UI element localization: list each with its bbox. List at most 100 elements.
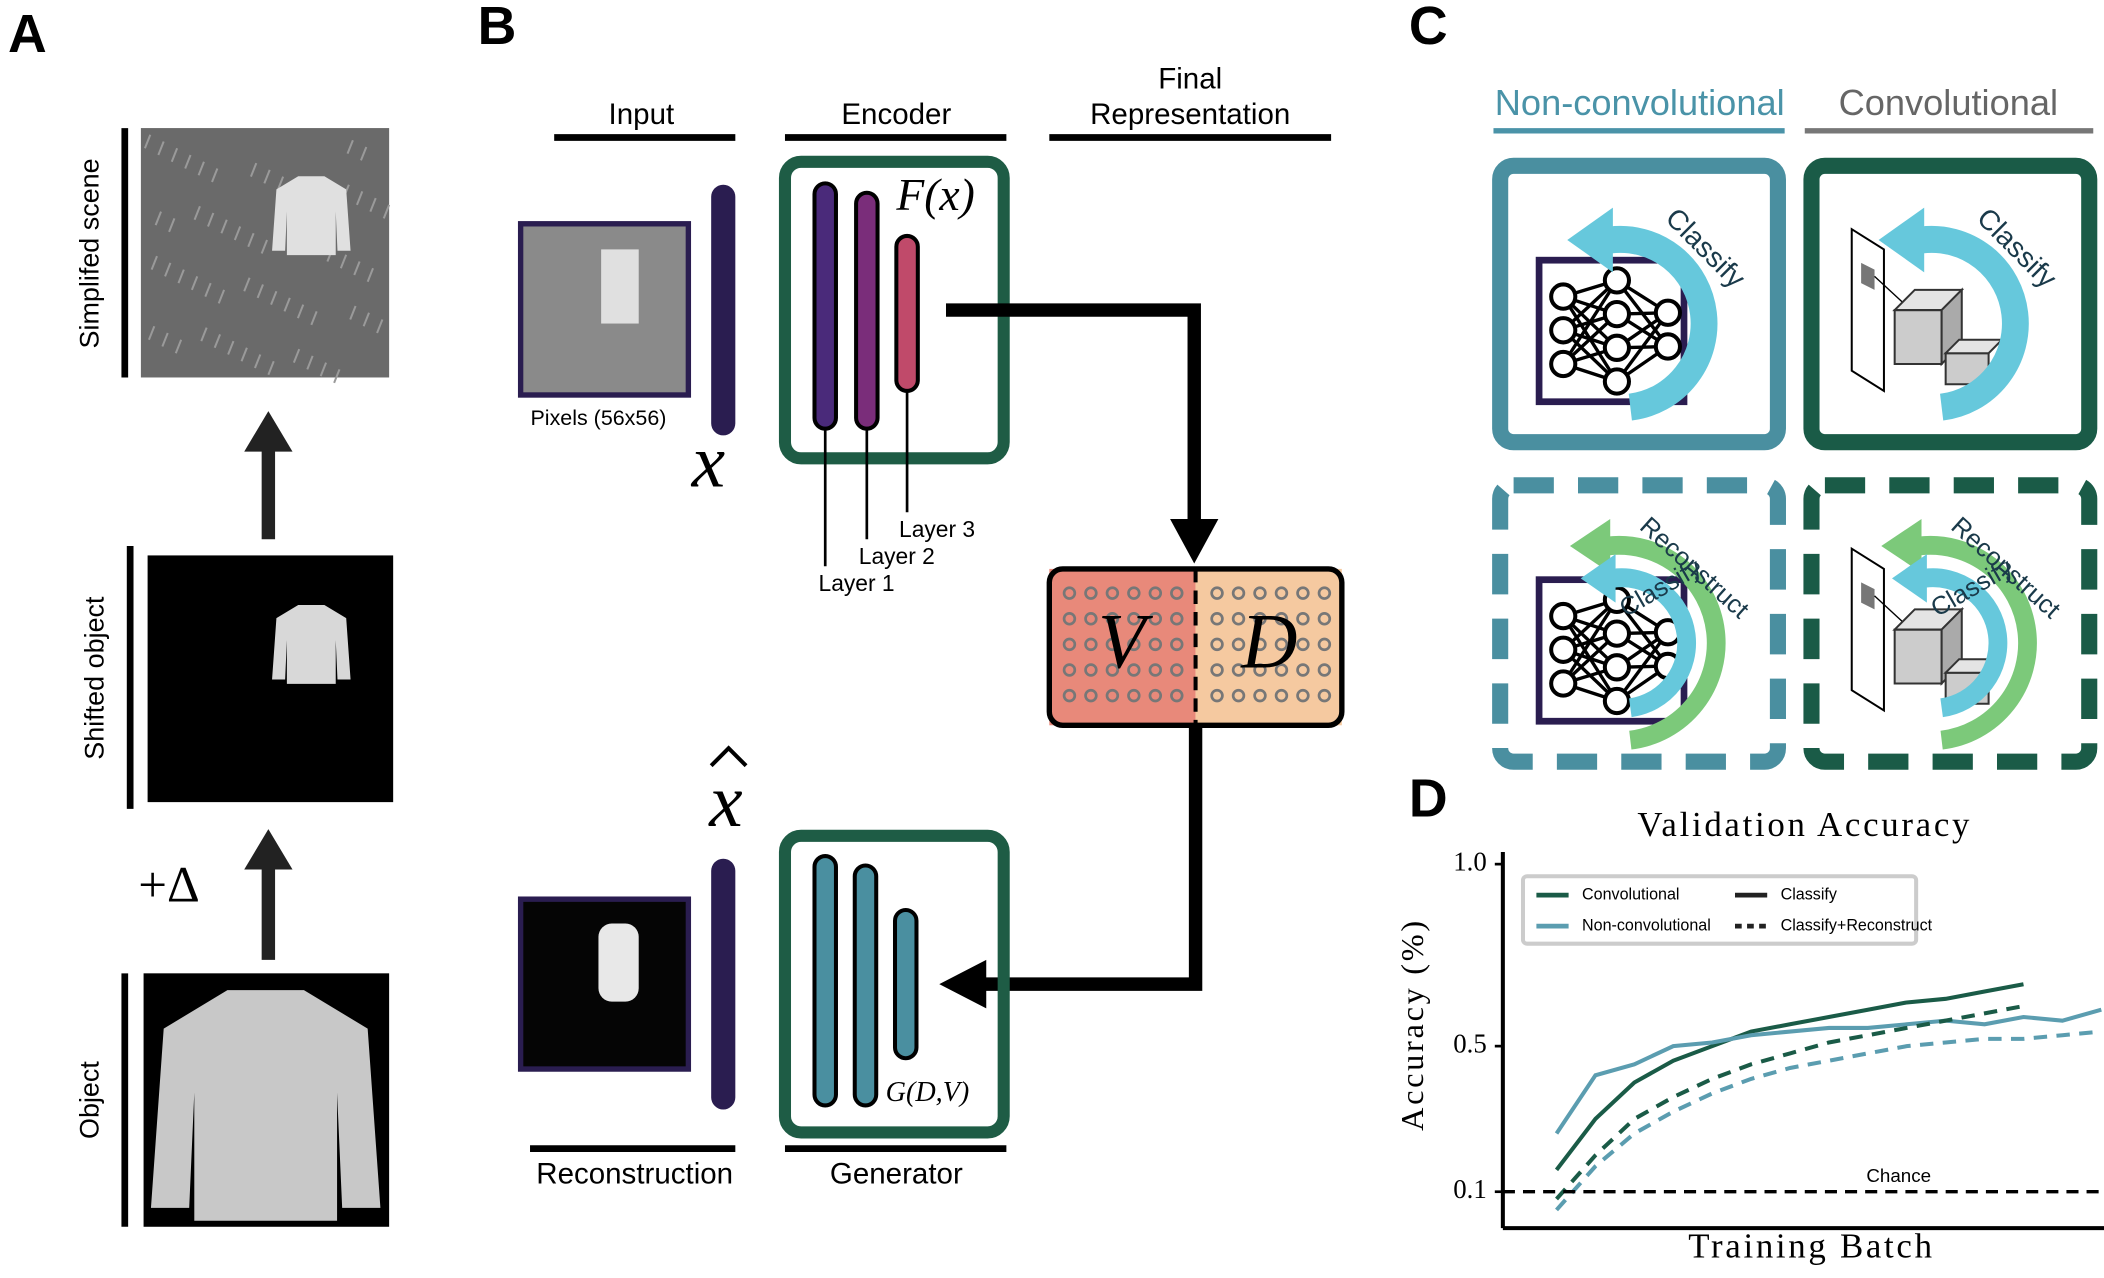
model-box: Classify xyxy=(1492,157,1786,451)
unit-dot xyxy=(1210,663,1224,677)
nn-node xyxy=(1602,266,1632,295)
nn-node xyxy=(1549,282,1578,311)
unit-dot xyxy=(1127,688,1141,703)
grass xyxy=(276,176,285,191)
grass xyxy=(292,348,301,364)
grass xyxy=(382,204,391,219)
legend-label: Convolutional xyxy=(1582,885,1679,903)
hoodie xyxy=(150,990,381,1221)
unit-dot xyxy=(1127,663,1141,677)
unit-dot xyxy=(1253,663,1267,677)
column-label: Non-convolutional xyxy=(1495,82,1785,123)
grass xyxy=(184,154,192,169)
unit-dot xyxy=(1105,688,1120,703)
nn-edge xyxy=(1561,598,1619,685)
unit-dot xyxy=(1210,688,1224,703)
grass xyxy=(349,305,357,320)
grass xyxy=(353,261,361,276)
series-line xyxy=(1555,1029,2102,1212)
unit-dot xyxy=(1062,663,1077,677)
grass xyxy=(270,290,278,306)
image-label: Shifted object xyxy=(80,596,110,760)
conv-filter xyxy=(1861,582,1875,610)
arrow-head xyxy=(939,959,987,1009)
chart-title: Validation Accuracy xyxy=(1637,805,1972,844)
unit-dot xyxy=(1127,586,1141,600)
y-tick-label: 0.5 xyxy=(1453,1028,1487,1058)
unit-dot xyxy=(1062,688,1077,703)
classify-arrow xyxy=(1608,225,1718,421)
panel-letter: D xyxy=(1409,768,1448,828)
unit-dot xyxy=(1062,586,1077,600)
unit-dot xyxy=(1253,586,1267,600)
grass xyxy=(256,284,264,299)
unit-dot xyxy=(1253,637,1267,652)
grass xyxy=(243,277,251,292)
unit-dot xyxy=(1231,688,1246,703)
grass xyxy=(213,333,221,349)
nn-node xyxy=(1602,653,1632,682)
unit-dot xyxy=(1148,612,1163,626)
hoodie xyxy=(272,176,351,256)
grass xyxy=(339,254,348,269)
x-symbol: x xyxy=(691,420,725,503)
nn-node xyxy=(1653,332,1682,361)
grass xyxy=(233,226,242,241)
nn-edge xyxy=(1561,279,1619,365)
nn-node xyxy=(1549,316,1578,345)
grass xyxy=(247,232,255,248)
arrow-head xyxy=(1881,519,1922,573)
encoder-arrow xyxy=(945,303,1201,526)
recon-dress xyxy=(598,923,639,1002)
grass xyxy=(263,169,271,184)
unit-dot xyxy=(1274,663,1289,677)
x-bar xyxy=(711,184,736,436)
reconstruct-arrow xyxy=(1917,535,2037,750)
unit-dot xyxy=(1296,688,1310,703)
grass xyxy=(174,339,183,354)
legend-label: Classify+Reconstruct xyxy=(1781,916,1933,934)
grass xyxy=(197,161,205,176)
unit-dot xyxy=(1210,586,1224,600)
grass xyxy=(240,347,248,362)
grass xyxy=(346,139,354,155)
v-symbol: V xyxy=(1098,598,1154,685)
grass xyxy=(143,134,152,149)
unit-dot xyxy=(1170,688,1184,703)
grass xyxy=(283,297,291,312)
grass xyxy=(207,212,215,227)
header: Input xyxy=(609,98,675,131)
grass xyxy=(193,205,201,221)
unit-dot xyxy=(1274,637,1289,652)
footer: Reconstruction xyxy=(536,1157,733,1190)
unit-dot xyxy=(1253,688,1267,703)
layer-bar xyxy=(894,233,920,393)
panel-letter: C xyxy=(1409,0,1448,56)
scene-image xyxy=(140,128,390,378)
grass xyxy=(154,211,162,226)
unit-dot xyxy=(1210,637,1224,652)
unit-dot xyxy=(1062,637,1077,652)
x-axis-label: Training Batch xyxy=(1688,1227,1934,1266)
legend-label: Non-convolutional xyxy=(1582,916,1711,934)
classify-arrow xyxy=(1919,225,2029,421)
y-axis-label: Accuracy (%) xyxy=(1394,918,1430,1131)
unit-dot xyxy=(1127,612,1141,626)
generator-box xyxy=(778,829,1010,1139)
grass xyxy=(227,340,235,355)
grass xyxy=(362,312,370,327)
unit-dot xyxy=(1317,663,1332,677)
gdv-symbol: G(D,V) xyxy=(886,1077,970,1108)
unit-dot xyxy=(1317,688,1332,703)
grass xyxy=(369,197,377,213)
grass xyxy=(366,267,374,283)
unit-dot xyxy=(1231,663,1246,677)
nn-node xyxy=(1653,298,1682,327)
hoodie xyxy=(272,604,351,684)
conv-block-front xyxy=(1893,309,1943,365)
grass xyxy=(161,332,169,347)
unit-dot xyxy=(1210,612,1224,626)
footer: Generator xyxy=(830,1157,963,1190)
